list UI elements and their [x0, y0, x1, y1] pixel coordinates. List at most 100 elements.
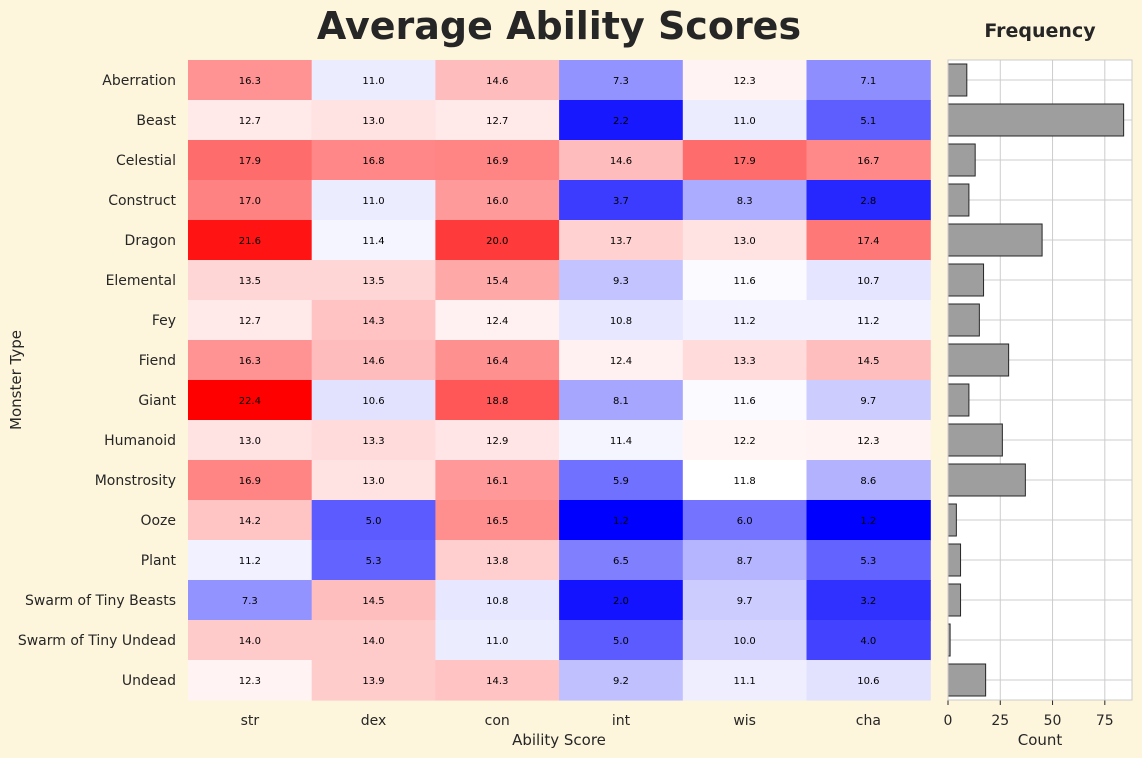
heatmap-row-tick-label: Undead	[122, 673, 176, 689]
heatmap-cell-label: 13.5	[362, 276, 384, 287]
heatmap-cell	[806, 500, 931, 541]
heatmap-cell-label: 17.9	[734, 156, 756, 167]
heatmap-cell	[806, 380, 931, 421]
heatmap-cell	[435, 260, 560, 301]
heatmap-cell-label: 16.4	[486, 356, 508, 367]
heatmap-cell-label: 12.7	[486, 116, 508, 127]
heatmap-row-tick-label: Swarm of Tiny Undead	[18, 633, 176, 649]
heatmap-cell	[435, 180, 560, 221]
heatmap-cell	[559, 100, 684, 141]
heatmap-cell	[682, 420, 808, 461]
heatmap-cell	[559, 140, 684, 181]
heatmap-cell-label: 13.0	[362, 476, 384, 487]
frequency-x-axis-label: Count	[1017, 731, 1063, 749]
heatmap-cell	[806, 660, 931, 701]
heatmap-cell-label: 10.8	[610, 316, 632, 327]
heatmap-cell-label: 8.7	[737, 556, 753, 567]
heatmap-cell	[559, 300, 684, 341]
heatmap-cell-label: 12.3	[734, 76, 756, 87]
heatmap-cell-label: 2.2	[613, 116, 629, 127]
heatmap-cell	[559, 260, 684, 301]
heatmap-cell	[311, 620, 436, 661]
heatmap-cell-label: 13.3	[362, 436, 384, 447]
frequency-x-tick-label: 25	[991, 713, 1009, 729]
heatmap-cell	[559, 660, 684, 701]
frequency-plot-frame	[947, 59, 1133, 701]
heatmap-cell-label: 13.7	[610, 236, 632, 247]
heatmap-row-tick-label: Monstrosity	[95, 473, 176, 489]
heatmap-cell	[435, 300, 560, 341]
frequency-x-tick-label: 0	[944, 713, 953, 729]
heatmap-cell	[188, 340, 313, 381]
heatmap-cell-label: 11.0	[362, 76, 384, 87]
heatmap-cell-label: 7.1	[860, 76, 876, 87]
heatmap-cell-label: 16.5	[486, 516, 508, 527]
heatmap-cell-label: 12.7	[239, 316, 261, 327]
heatmap-cell-label: 10.0	[734, 636, 756, 647]
heatmap-cell-label: 16.9	[486, 156, 508, 167]
heatmap-title: Average Ability Scores	[316, 4, 802, 48]
heatmap-row-tick-label: Fiend	[139, 353, 176, 369]
heatmap-cell-label: 1.2	[860, 516, 876, 527]
heatmap-cell	[188, 220, 313, 261]
heatmap-cell-label: 7.3	[613, 76, 629, 87]
frequency-bar	[947, 663, 987, 697]
heatmap-cell	[435, 500, 560, 541]
heatmap-cell	[806, 180, 931, 221]
heatmap-cell	[682, 100, 808, 141]
heatmap-cell-label: 21.6	[239, 236, 261, 247]
heatmap-cell	[559, 220, 684, 261]
heatmap-cell-label: 14.5	[362, 596, 384, 607]
heatmap-cell-label: 1.2	[613, 516, 629, 527]
heatmap-cell-label: 14.3	[486, 676, 508, 687]
heatmap-cell-label: 11.4	[610, 436, 632, 447]
heatmap-row-tick-label: Beast	[136, 113, 176, 129]
heatmap-cell	[311, 100, 436, 141]
heatmap-cell	[559, 460, 684, 501]
heatmap-cell	[435, 540, 560, 581]
heatmap-cell	[311, 140, 436, 181]
heatmap-cell	[682, 180, 808, 221]
heatmap-cell-label: 11.1	[734, 676, 756, 687]
frequency-bar	[947, 383, 970, 417]
heatmap-cell	[311, 220, 436, 261]
heatmap-cell	[311, 180, 436, 221]
heatmap-cell	[188, 500, 313, 541]
heatmap-cell-label: 15.4	[486, 276, 508, 287]
heatmap-row-tick-label: Aberration	[102, 73, 176, 89]
heatmap-cell	[559, 340, 684, 381]
heatmap-cell-label: 13.3	[734, 356, 756, 367]
frequency-bar	[947, 583, 962, 617]
heatmap-cell	[311, 60, 436, 101]
heatmap-cell	[188, 260, 313, 301]
heatmap-cell	[682, 260, 808, 301]
heatmap-cell	[682, 620, 808, 661]
heatmap-cell-label: 10.8	[486, 596, 508, 607]
heatmap-cell	[559, 60, 684, 101]
heatmap-cell-label: 11.2	[734, 316, 756, 327]
heatmap-cell-label: 12.7	[239, 116, 261, 127]
heatmap-row-tick-label: Giant	[138, 393, 176, 409]
heatmap-cell	[559, 420, 684, 461]
frequency-bar	[947, 423, 1003, 457]
heatmap-cell-label: 11.0	[486, 636, 508, 647]
frequency-title: Frequency	[984, 20, 1096, 42]
heatmap-cell-label: 11.2	[857, 316, 879, 327]
heatmap-cell	[435, 620, 560, 661]
heatmap-cell-label: 14.5	[857, 356, 879, 367]
heatmap-cell	[188, 380, 313, 421]
frequency-x-tick-label: 50	[1044, 713, 1062, 729]
heatmap-cell	[682, 500, 808, 541]
heatmap-cell	[806, 340, 931, 381]
heatmap-cell-label: 16.3	[239, 356, 261, 367]
heatmap-cell	[435, 140, 560, 181]
heatmap-cell-label: 5.9	[613, 476, 629, 487]
heatmap-cell-label: 5.3	[860, 556, 876, 567]
heatmap-column-tick-label: str	[241, 713, 260, 729]
heatmap-cell	[188, 420, 313, 461]
heatmap-cell-label: 12.3	[857, 436, 879, 447]
heatmap-cell-label: 12.9	[486, 436, 508, 447]
heatmap-cell	[188, 660, 313, 701]
heatmap-cell-label: 14.3	[362, 316, 384, 327]
heatmap-cell-label: 13.0	[734, 236, 756, 247]
